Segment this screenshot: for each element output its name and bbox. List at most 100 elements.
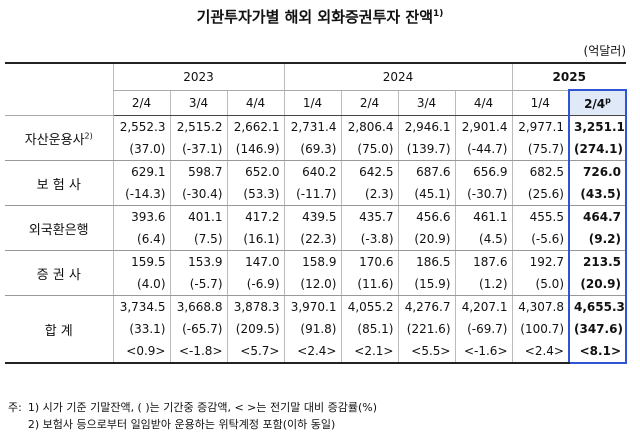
cell: 3,878.3 (209.5) <5.7> [226, 295, 284, 364]
cell: 158.9 (12.0) [283, 250, 341, 296]
cell-value: 464.7 [583, 210, 621, 224]
cell: 159.5 (4.0) [112, 250, 170, 296]
cell: 456.6 (20.9) [397, 205, 455, 251]
cell: 153.9 (-5.7) [169, 250, 227, 296]
quarter-label: 2/4 [359, 95, 380, 110]
cell-value: (6.4) [137, 232, 166, 246]
cell: 2,552.3 (37.0) [112, 115, 170, 161]
cell-value: <2.1> [354, 344, 394, 358]
quarter-header: 2/4 [340, 90, 398, 116]
cell-value: (33.1) [129, 322, 166, 336]
cell: 3,970.1 (91.8) <2.4> [283, 295, 341, 364]
cell: 147.0 (-6.9) [226, 250, 284, 296]
cell-value: 186.5 [416, 255, 451, 269]
quarter-sup: p [605, 95, 611, 105]
cell-value: (-11.7) [296, 187, 337, 201]
cell: 726.0 (43.5) [568, 160, 627, 206]
cell-value: 170.6 [359, 255, 394, 269]
footnote: 주:2) 보험사 등으로부터 일임받아 운용하는 위탁계정 포함(이하 동일) [8, 416, 377, 433]
cell-value: 4,207.1 [461, 300, 508, 314]
cell-value: (-30.7) [467, 187, 508, 201]
cell-value: 4,655.3 [574, 300, 625, 314]
cell-value: 726.0 [583, 165, 621, 179]
cell-value: 656.9 [473, 165, 508, 179]
year-header: 2025 [511, 62, 626, 91]
quarter-label: 4/4 [245, 95, 266, 110]
cell-value: <5.7> [240, 344, 280, 358]
quarter-label: 3/4 [188, 95, 209, 110]
cell-value: (209.5) [235, 322, 280, 336]
cell: 652.0 (53.3) [226, 160, 284, 206]
cell-value: (146.9) [235, 142, 280, 156]
cell: 4,276.7 (221.6) <5.5> [397, 295, 455, 364]
cell: 393.6 (6.4) [112, 205, 170, 251]
cell-value: 147.0 [245, 255, 280, 269]
quarter-label: 4/4 [473, 95, 494, 110]
row-note: 2) [84, 131, 93, 141]
cell-value: <0.9> [126, 344, 166, 358]
cell-value: 4,307.8 [518, 300, 564, 314]
cell-value: 159.5 [131, 255, 166, 269]
cell-value: 192.7 [529, 255, 564, 269]
row-label: 보 험 사 [5, 160, 113, 206]
cell: 598.7 (-30.4) [169, 160, 227, 206]
cell-value: 682.5 [529, 165, 564, 179]
cell-value: 455.5 [529, 210, 564, 224]
cell-value: (53.3) [243, 187, 280, 201]
cell-value: (1.2) [479, 277, 508, 291]
cell-value: (12.0) [300, 277, 337, 291]
cell-value: 642.5 [359, 165, 394, 179]
cell-value: 3,878.3 [233, 300, 280, 314]
cell-value: 652.0 [245, 165, 280, 179]
footnotes: 주: 1) 시가 기준 기말잔액, ( )는 기간중 증감액, < >는 전기말 … [8, 399, 377, 433]
cell: 656.9 (-30.7) [454, 160, 512, 206]
cell-value: (20.9) [414, 232, 451, 246]
cell: 3,668.8 (-65.7) <-1.8> [169, 295, 227, 364]
quarter-header: 2/4 [112, 90, 170, 116]
cell: 2,946.1 (139.7) [397, 115, 455, 161]
cell-value: (-30.4) [182, 187, 223, 201]
cell: 682.5 (25.6) [511, 160, 569, 206]
row-label-text: 외국환은행 [28, 222, 89, 238]
quarter-header: 1/4 [511, 90, 569, 116]
cell-value: (91.8) [300, 322, 337, 336]
cell-value: 153.9 [188, 255, 223, 269]
quarter-label: 2/4 [131, 95, 152, 110]
cell: 642.5 (2.3) [340, 160, 398, 206]
unit: (억달러) [583, 44, 626, 58]
cell: 687.6 (45.1) [397, 160, 455, 206]
cell-value: 2,901.4 [461, 120, 508, 134]
body-row: 자산운용사2) 2,552.3 (37.0) 2,515.2 (-37.1) 2,662.… [5, 115, 627, 161]
cell-value: 3,251.1 [574, 120, 625, 134]
cell-value: 3,970.1 [290, 300, 337, 314]
body-row: 증 권 사 159.5 (4.0) 153.9 (-5.7) 147.0 (-6.9) 158… [5, 250, 627, 296]
cell-value: 4,276.7 [404, 300, 451, 314]
cell-value: (75.7) [527, 142, 564, 156]
cell: 640.2 (-11.7) [283, 160, 341, 206]
cell: 439.5 (22.3) [283, 205, 341, 251]
cell: 187.6 (1.2) [454, 250, 512, 296]
cell: 4,307.8 (100.7) <2.4> [511, 295, 569, 364]
cell-value: (-69.7) [467, 322, 508, 336]
cell-value: 2,946.1 [404, 120, 451, 134]
cell: 2,662.1 (146.9) [226, 115, 284, 161]
cell: 3,251.1 (274.1) [568, 115, 627, 161]
cell-value: (69.3) [300, 142, 337, 156]
cell: 629.1 (-14.3) [112, 160, 170, 206]
cell-value: (-14.3) [125, 187, 166, 201]
cell-value: (85.1) [357, 322, 394, 336]
quarter-label: 2/4 [584, 96, 606, 111]
cell: 170.6 (11.6) [340, 250, 398, 296]
cell-value: (11.6) [357, 277, 394, 291]
year-header: 2023 [112, 62, 284, 91]
cell-value: 401.1 [188, 210, 223, 224]
row-label-text: 자산운용사 [24, 132, 85, 148]
title: 기관투자가별 해외 외화증권투자 잔액1) [0, 6, 640, 27]
cell-value: (-6.9) [246, 277, 280, 291]
cell: 464.7 (9.2) [568, 205, 627, 251]
quarter-header: 2/4p [568, 89, 627, 116]
cell: 3,734.5 (33.1) <0.9> [112, 295, 170, 364]
cell: 2,515.2 (-37.1) [169, 115, 227, 161]
cell-value: 461.1 [473, 210, 508, 224]
quarter-label: 1/4 [302, 95, 323, 110]
